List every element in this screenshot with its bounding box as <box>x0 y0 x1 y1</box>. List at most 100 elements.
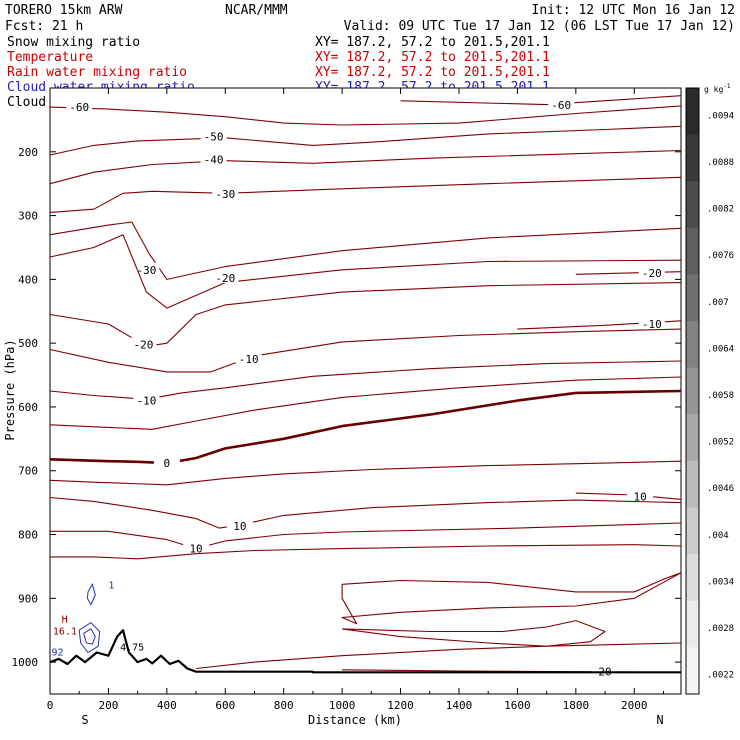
cloud-water-contour <box>86 583 96 606</box>
colorbar-units: g kg-1 <box>704 83 731 94</box>
colorbar-label: .0028 <box>707 624 734 634</box>
y-axis: 200 300 400 500 600 700 800 900 1000 <box>12 146 681 669</box>
contour-label-bg <box>226 519 253 532</box>
colorbar-swatch <box>686 507 699 555</box>
terrain-line <box>49 629 681 674</box>
x-axis-left-end: S <box>81 713 88 727</box>
colorbar-swatch <box>686 181 699 229</box>
contour-label: -10 <box>642 318 662 331</box>
colorbar-swatch <box>686 414 699 462</box>
x-axis: 0 200 400 600 800 1000 1200 1400 1600 1800 2000 <box>47 88 664 712</box>
colorbar: .0094 .0088 .0082 .0076 .007 .0064 .0058 .0052.… <box>685 87 734 695</box>
cloud-water-label: 1 <box>108 581 114 592</box>
temperature-contour <box>49 376 682 430</box>
y-axis-title: Pressure (hPa) <box>3 339 17 440</box>
init-time: Init: 12 UTC Mon 16 Jan 12 <box>532 3 736 18</box>
colorbar-label: .0082 <box>707 205 734 215</box>
temperature-contour <box>400 95 682 106</box>
x-tick-label: 1800 <box>563 699 590 712</box>
colorbar-label: .0052 <box>707 438 734 448</box>
temperature-contour <box>342 620 606 647</box>
contour-label: -20 <box>215 272 235 285</box>
contour-label: -30 <box>215 188 235 201</box>
colorbar-label: .0088 <box>707 158 734 168</box>
contour-label: 10 <box>633 490 646 503</box>
y-tick-label: 1000 <box>12 656 39 669</box>
x-tick-label: 0 <box>47 699 54 712</box>
contour-label: 10 <box>233 520 246 533</box>
colorbar-label: .0022 <box>707 671 734 681</box>
colorbar-label: .007 <box>707 298 729 308</box>
colorbar-label: .0058 <box>707 391 734 401</box>
colorbar-unit-text: g kg <box>704 85 723 94</box>
field-annotation: 92 <box>51 648 63 659</box>
temperature-contour <box>49 282 682 347</box>
contour-label-bg <box>638 317 665 330</box>
colorbar-swatch <box>686 554 699 602</box>
forecast-hour: Fcst: 21 h <box>5 19 83 34</box>
contour-label-bg <box>183 541 210 554</box>
colorbar-swatch <box>686 367 699 415</box>
contour-label-bg <box>153 456 180 469</box>
y-tick-label: 400 <box>18 273 38 286</box>
annotation-layer: H16.1 4.75 92 <box>51 615 144 659</box>
temperature-contour <box>50 544 682 560</box>
legend-xy: XY= 187.2, 57.2 to 201.5,201.1 <box>315 65 550 80</box>
cloud-water-layer: 1 <box>78 581 114 654</box>
colorbar-swatch <box>686 227 699 275</box>
y-tick-label: 900 <box>18 592 38 605</box>
legend-name: Snow mixing ratio <box>7 35 140 50</box>
contour-label-bg <box>235 352 262 365</box>
temperature-contour <box>196 642 682 670</box>
contour-label: -60 <box>69 101 89 114</box>
colorbar-label: .0046 <box>707 484 734 494</box>
contour-label: 0 <box>164 457 171 470</box>
y-tick-label: 200 <box>18 146 38 159</box>
x-tick-label: 400 <box>157 699 177 712</box>
contour-label-bg <box>200 152 227 165</box>
contour-layer: -60 -60 -50 -40 -30 -30 -20 -20 -20 -10 -10 -10 0 10 1… <box>49 95 682 679</box>
x-tick-label: 2000 <box>621 699 648 712</box>
legend-xy: XY= 187.2, 57.2 to 201.5,201.1 <box>315 35 550 50</box>
contour-label-bg <box>212 186 239 199</box>
x-tick-label: 800 <box>274 699 294 712</box>
colorbar-label: .004 <box>707 531 729 541</box>
temperature-contour <box>49 360 682 400</box>
temperature-contour <box>49 234 682 309</box>
contour-label-bg <box>133 262 160 275</box>
colorbar-swatch <box>686 647 699 695</box>
colorbar-swatch <box>686 134 699 182</box>
contour-label: -30 <box>136 264 156 277</box>
contour-label: -20 <box>134 338 154 351</box>
temperature-contour <box>49 149 682 185</box>
legend-name: Rain water mixing ratio <box>7 65 187 80</box>
temperature-contour <box>49 460 682 486</box>
colorbar-unit-exponent: -1 <box>723 83 731 90</box>
contour-label-bg <box>200 129 227 142</box>
contour-label-bg <box>212 271 239 284</box>
x-tick-label: 1600 <box>504 699 531 712</box>
temperature-contour <box>341 572 682 625</box>
y-tick-label: 800 <box>18 529 38 542</box>
field-annotation: 4.75 <box>120 643 144 654</box>
temperature-contour <box>50 522 682 550</box>
colorbar-swatch <box>686 321 699 369</box>
contour-label-bg <box>592 664 619 677</box>
temperature-contour <box>49 176 682 213</box>
y-tick-label: 500 <box>18 337 38 350</box>
contour-label-bg <box>638 265 665 278</box>
contour-label-bg <box>627 489 654 502</box>
y-tick-label: 300 <box>18 210 38 223</box>
contour-label-bg <box>548 98 575 111</box>
cloud-water-contour <box>78 621 101 654</box>
legend-xy: XY= 187.2, 57.2 to 201.5,201.1 <box>315 50 550 65</box>
valid-time: Valid: 09 UTC Tue 17 Jan 12 (06 LST Tue … <box>344 19 735 34</box>
legend-name: Temperature <box>7 50 93 65</box>
temperature-contour <box>49 125 682 156</box>
contour-label: -50 <box>204 130 224 143</box>
temperature-contour <box>49 105 682 126</box>
colorbar-label: .0076 <box>707 251 734 261</box>
colorbar-swatch <box>686 600 699 648</box>
x-tick-label: 600 <box>215 699 235 712</box>
x-axis-right-end: N <box>656 713 663 727</box>
